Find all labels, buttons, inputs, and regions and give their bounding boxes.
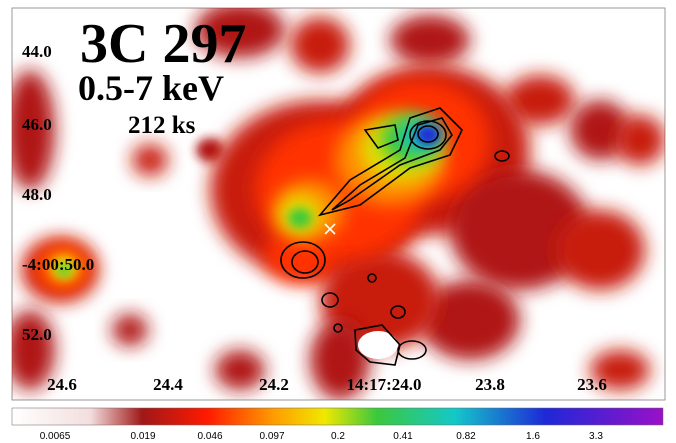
x-axis-label: 24.4 — [153, 375, 183, 394]
xray-map — [12, 8, 665, 400]
contour — [363, 124, 399, 149]
colorbar-label: 0.0065 — [40, 431, 71, 442]
colorbar-label: 0.019 — [130, 431, 155, 442]
emission-blob — [290, 17, 350, 73]
contour — [333, 323, 343, 333]
contour — [354, 324, 401, 366]
emission-blob — [265, 227, 335, 283]
emission-blob — [420, 280, 520, 360]
contour — [331, 117, 453, 211]
contour — [291, 250, 319, 274]
colorbar-label: 1.6 — [526, 431, 540, 442]
contour — [390, 305, 406, 319]
x-axis-label: 23.8 — [475, 375, 505, 394]
emission-blob — [112, 314, 148, 346]
contour — [417, 125, 439, 143]
x-axis-label: 23.6 — [577, 375, 607, 394]
emission-blob — [590, 350, 650, 390]
emission-blob — [288, 208, 312, 228]
y-axis-label: 46.0 — [22, 115, 52, 134]
colorbar-label: 0.046 — [197, 431, 222, 442]
emission-blob — [215, 350, 265, 390]
title: 3C 297 — [80, 13, 246, 75]
emission-blob — [195, 8, 285, 58]
contour-fill — [358, 331, 398, 359]
y-axis-label: -4:00:50.0 — [22, 255, 94, 274]
contour — [321, 292, 339, 308]
emission-blob — [555, 210, 645, 290]
energy-band: 0.5-7 keV — [78, 68, 224, 108]
contour — [280, 241, 326, 279]
colorbar-label: 3.3 — [589, 431, 603, 442]
colorbar-label: 0.097 — [259, 431, 284, 442]
y-axis-label: 44.0 — [22, 42, 52, 61]
emission-blob — [57, 264, 71, 276]
contour — [367, 273, 377, 283]
emission-blob — [505, 75, 575, 125]
radio-contours — [280, 107, 510, 366]
y-axis-label: 52.0 — [22, 325, 52, 344]
colorbar-label: 0.82 — [456, 431, 476, 442]
emission-blob — [196, 138, 224, 162]
contour — [409, 120, 447, 150]
contour — [397, 340, 427, 360]
emission-blob — [450, 170, 590, 290]
colorbar-label: 0.2 — [331, 431, 345, 442]
contour — [494, 150, 510, 162]
contour — [317, 107, 463, 217]
emission-blob — [570, 100, 630, 160]
emission-blob — [615, 115, 665, 165]
core-marker — [324, 223, 336, 235]
colorbar-label: 0.41 — [393, 431, 413, 442]
emission-blob — [12, 310, 55, 390]
emission-blob — [390, 15, 470, 65]
x-axis-label: 14:17:24.0 — [346, 375, 421, 394]
emission-blob — [12, 70, 55, 190]
exposure: 212 ks — [128, 112, 196, 139]
emission-blob — [132, 144, 168, 176]
x-axis-label: 24.6 — [47, 375, 77, 394]
y-axis-label: 48.0 — [22, 185, 52, 204]
colorbar — [11, 407, 664, 426]
x-axis-label: 24.2 — [259, 375, 289, 394]
